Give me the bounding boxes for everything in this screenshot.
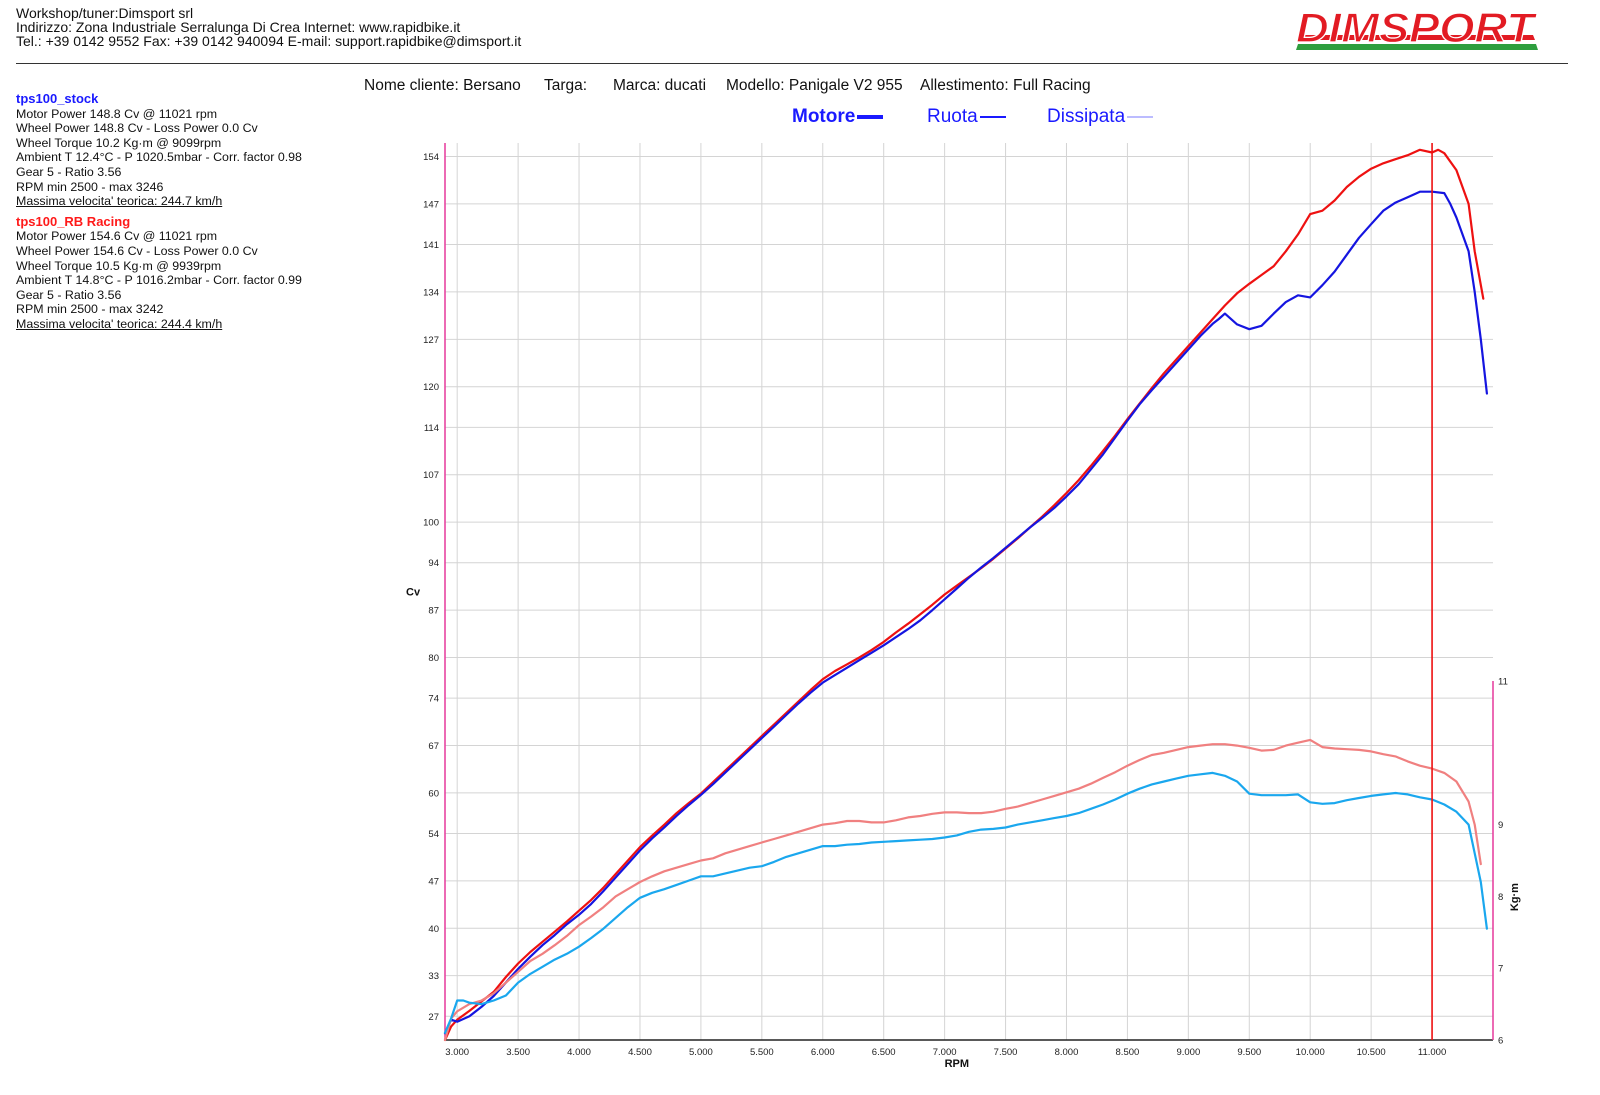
dyno-chart: 3.000 3.500 4.000 4.500 5.000 5.500 6.000 6.500… — [406, 143, 1521, 1070]
model: Modello: Panigale V2 955 — [726, 77, 903, 94]
wheel-torque: Wheel Torque 10.5 Kg·m @ 9939rpm — [16, 258, 222, 273]
gear-ratio: Gear 5 - Ratio 3.56 — [16, 287, 122, 302]
dimsport-logo: DIMSPORT — [1295, 4, 1538, 52]
y2-axis-title: Kg·m — [1509, 883, 1521, 911]
run-name: tps100_RB Racing — [16, 213, 131, 229]
y-tick-label: 154 — [423, 152, 439, 163]
max-speed: Massima velocita' teorica: 244.4 km/h — [16, 316, 223, 331]
legend-dissipata: Dissipata — [1047, 106, 1154, 128]
legend-dissipata-swatch — [1127, 116, 1154, 118]
x-tick-label: 5.500 — [750, 1047, 774, 1058]
x-tick-label: 8.000 — [1055, 1047, 1079, 1058]
rpm-range: RPM min 2500 - max 3246 — [16, 179, 164, 194]
workshop-header: Workshop/tuner:Dimsport srl Indirizzo: Z… — [16, 6, 521, 48]
wheel-power: Wheel Power 148.8 Cv - Loss Power 0.0 Cv — [16, 121, 258, 136]
y-tick-label: 80 — [428, 653, 439, 664]
y-tick-label: 40 — [428, 924, 439, 935]
gear-ratio: Gear 5 - Ratio 3.56 — [16, 164, 122, 179]
rpm-range: RPM min 2500 - max 3242 — [16, 302, 164, 317]
x-tick-label: 11.000 — [1418, 1047, 1446, 1058]
y-tick-label: 120 — [423, 382, 439, 393]
y2-tick-label: 8 — [1498, 892, 1503, 903]
x-tick-label: 9.500 — [1237, 1047, 1261, 1058]
series-line-tps100-rb-racing — [443, 148, 1485, 1042]
workshop-address: Indirizzo: Zona Industriale Serralunga D… — [16, 19, 461, 35]
x-tick-label: 3.500 — [506, 1047, 530, 1058]
legend-motore-swatch — [857, 114, 884, 119]
license-plate: Targa: — [544, 77, 588, 94]
y-tick-label: 141 — [423, 240, 439, 251]
legend-ruota-label: Ruota — [927, 106, 978, 127]
y-tick-label: 114 — [424, 423, 439, 434]
x-tick-label: 4.500 — [628, 1047, 652, 1058]
run-name: tps100_stock — [16, 91, 99, 106]
series-line-tps100-stock-torque — [443, 771, 1489, 1034]
ambient-conditions: Ambient T 12.4°C - P 1020.5mbar - Corr. … — [16, 150, 302, 165]
y2-tick-label: 11 — [1498, 677, 1508, 688]
x-tick-label: 3.000 — [445, 1047, 469, 1058]
y2-tick-label: 7 — [1498, 964, 1503, 975]
legend-motore-label: Motore — [792, 106, 856, 127]
y-tick-label: 60 — [428, 788, 439, 799]
y-tick-label: 74 — [428, 694, 439, 705]
x-tick-label: 6.000 — [811, 1047, 835, 1058]
y-tick-label: 33 — [428, 971, 439, 982]
y-tick-label: 67 — [428, 741, 439, 752]
y-tick-label: 147 — [423, 199, 439, 210]
x-tick-label: 10.000 — [1296, 1047, 1325, 1058]
brand: Marca: ducati — [613, 77, 707, 94]
run-racing: tps100_RB Racing Motor Power 154.6 Cv @ … — [16, 213, 302, 332]
y2-tick-label: 9 — [1498, 820, 1503, 831]
x-tick-label: 4.000 — [567, 1047, 591, 1058]
ambient-conditions: Ambient T 14.8°C - P 1016.2mbar - Corr. … — [16, 273, 302, 288]
y-tick-label: 107 — [423, 470, 439, 481]
wheel-torque: Wheel Torque 10.2 Kg·m @ 9099rpm — [16, 135, 222, 150]
series-line-tps100-stock — [443, 190, 1489, 1035]
header-divider — [16, 63, 1568, 64]
x-tick-label: 9.000 — [1176, 1047, 1200, 1058]
y-tick-label: 127 — [423, 335, 439, 346]
legend-ruota-swatch — [979, 115, 1006, 118]
y-tick-label: 87 — [428, 606, 439, 617]
run-info-panel: tps100_stock Motor Power 148.8 Cv @ 1102… — [16, 91, 302, 332]
x-tick-label: 7.000 — [933, 1047, 957, 1058]
y-tick-label: 94 — [428, 558, 439, 569]
x-tick-label: 6.500 — [872, 1047, 896, 1058]
x-tick-label: 8.500 — [1116, 1047, 1140, 1058]
run-stock: tps100_stock Motor Power 148.8 Cv @ 1102… — [16, 91, 302, 209]
y-tick-label: 54 — [428, 829, 439, 840]
legend-dissipata-label: Dissipata — [1047, 106, 1126, 127]
max-speed: Massima velocita' teorica: 244.7 km/h — [16, 194, 223, 209]
motor-power: Motor Power 148.8 Cv @ 11021 rpm — [16, 106, 218, 121]
trim: Allestimento: Full Racing — [920, 77, 1091, 94]
x-tick-label: 10.500 — [1357, 1047, 1386, 1058]
x-tick-label: 5.000 — [689, 1047, 713, 1058]
y-tick-label: 47 — [428, 876, 439, 887]
y-axis-title: Cv — [406, 587, 421, 599]
workshop-name: Workshop/tuner:Dimsport srl — [16, 5, 194, 21]
legend-motore: Motore — [792, 106, 884, 128]
y2-tick-label: 6 — [1498, 1036, 1503, 1047]
svg-text:DIMSPORT: DIMSPORT — [1296, 4, 1538, 51]
x-tick-label: 7.500 — [994, 1047, 1018, 1058]
customer-name: Nome cliente: Bersano — [364, 77, 521, 94]
workshop-contacts: Tel.: +39 0142 9552 Fax: +39 0142 940094… — [16, 33, 522, 49]
y-tick-label: 27 — [428, 1012, 439, 1023]
y-tick-label: 100 — [423, 518, 439, 529]
x-axis-title: RPM — [945, 1058, 969, 1070]
series-line-tps100-rb-racing-torque — [443, 738, 1482, 1042]
legend-ruota: Ruota — [927, 106, 1006, 128]
y-tick-label: 134 — [423, 287, 439, 298]
wheel-power: Wheel Power 154.6 Cv - Loss Power 0.0 Cv — [16, 243, 258, 258]
motor-power: Motor Power 154.6 Cv @ 11021 rpm — [16, 229, 218, 244]
